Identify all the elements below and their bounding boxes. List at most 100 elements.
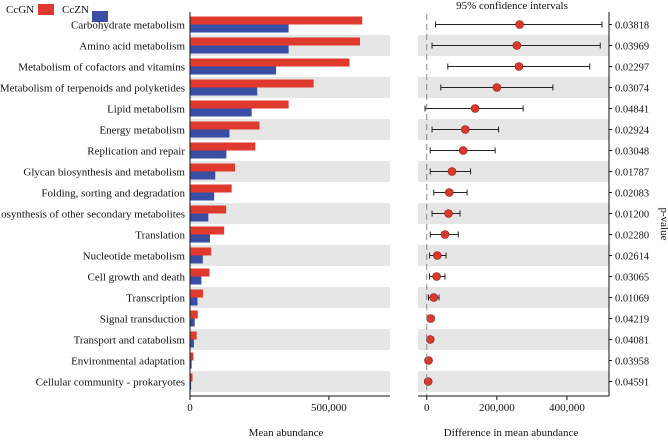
difference-point — [424, 356, 433, 365]
bar-ccgn — [190, 16, 363, 25]
bar-cczn — [190, 276, 202, 285]
ci-x-tick-label: 400,000 — [549, 402, 585, 414]
difference-point — [444, 188, 454, 197]
category-label: Environmental adaptation — [71, 356, 185, 368]
bars — [190, 16, 363, 390]
bar-cczn — [190, 234, 210, 243]
p-value-label: 0.03074 — [615, 84, 650, 95]
row-band-right — [418, 119, 609, 140]
category-label: Carbohydrate metabolism — [71, 20, 185, 32]
difference-point — [461, 125, 470, 134]
bar-panel-x-ticks: 0 500,000 — [187, 396, 347, 414]
bar-cczn — [190, 171, 216, 180]
bar-cczn — [190, 24, 289, 33]
bar-ccgn — [190, 247, 212, 256]
row-band-left — [190, 371, 390, 392]
p-value-label: 0.04081 — [615, 336, 649, 347]
bar-cczn — [190, 108, 252, 117]
p-value-label: 0.02083 — [615, 189, 649, 200]
category-label: Amino acid metabolism — [79, 41, 185, 53]
p-value-label: 0.03969 — [615, 42, 649, 53]
category-label: Nucleotide metabolism — [83, 251, 186, 263]
legend-swatch-ccgn — [38, 4, 54, 15]
difference-point — [470, 104, 480, 113]
category-label: Cellular community - prokaryotes — [36, 377, 185, 389]
difference-point — [432, 251, 442, 260]
row-band-right — [418, 161, 609, 182]
p-value-label: 0.02614 — [615, 252, 650, 263]
ci-panel-title: 95% confidence intervals — [456, 0, 568, 12]
difference-point — [514, 62, 524, 71]
bar-panel-x-label: Mean abundance — [249, 427, 324, 439]
difference-point — [512, 41, 522, 50]
p-value-label: 0.04591 — [615, 378, 649, 389]
bar-ccgn — [190, 79, 314, 88]
category-label: Glycan biosynthesis and metabolism — [23, 167, 185, 179]
category-label: Replication and repair — [87, 146, 185, 158]
legend: CcGN CcZN — [6, 4, 108, 22]
bar-ccgn — [190, 373, 193, 382]
category-label: Cell growth and death — [88, 272, 186, 284]
bar-ccgn — [190, 58, 350, 67]
bar-cczn — [190, 360, 192, 369]
category-label: Translation — [135, 230, 185, 242]
bar-cczn — [190, 45, 289, 54]
bar-cczn — [190, 213, 209, 222]
bar-ccgn — [190, 352, 194, 361]
p-value-label: 0.02924 — [615, 126, 650, 137]
category-label: Metabolism of terpenoids and polyketides — [0, 83, 185, 95]
ci-panel-x-ticks: 0 200,000 400,000 — [424, 396, 585, 414]
p-value-label: 0.03048 — [615, 147, 649, 158]
bar-ccgn — [190, 226, 225, 235]
bar-ccgn — [190, 205, 227, 214]
category-label: Energy metabolism — [99, 125, 185, 137]
difference-point — [458, 146, 468, 155]
p-value-label: 0.01069 — [615, 294, 649, 305]
row-band-right — [418, 329, 609, 350]
confidence-intervals — [423, 20, 603, 386]
difference-point — [429, 293, 439, 302]
category-label: Signal transduction — [100, 314, 186, 326]
p-value-labels: 0.03818 0.03969 0.02297 0.03074 0.04841 0.029… — [609, 21, 650, 389]
x-tick-label: 500,000 — [311, 402, 347, 414]
category-label: Biosynthesis of other secondary metaboli… — [0, 209, 185, 221]
bar-cczn — [190, 129, 230, 138]
row-band-right — [418, 245, 609, 266]
p-value-label: 0.02280 — [615, 231, 649, 242]
difference-point — [425, 335, 435, 344]
legend-label-cczn: CcZN — [62, 4, 89, 16]
row-band-left — [190, 329, 390, 350]
ci-panel-x-label: Difference in mean abundance — [444, 427, 579, 439]
difference-point — [426, 314, 435, 323]
p-value-label: 0.03065 — [615, 273, 649, 284]
row-band-right — [418, 287, 609, 308]
ci-x-tick-label: 0 — [424, 402, 430, 414]
p-value-label: 0.01200 — [615, 210, 649, 221]
bar-cczn — [190, 255, 203, 264]
p-value-label: 0.03818 — [615, 21, 649, 32]
row-band-right — [418, 203, 609, 224]
bar-cczn — [190, 318, 195, 327]
row-band-left — [190, 245, 390, 266]
bar-ccgn — [190, 268, 210, 277]
bar-ccgn — [190, 37, 360, 46]
category-label: Metabolism of cofactors and vitamins — [18, 62, 185, 74]
legend-label-ccgn: CcGN — [6, 4, 34, 16]
category-labels: Carbohydrate metabolism Amino acid metabo… — [0, 20, 185, 389]
p-value-label: 0.04219 — [615, 315, 649, 326]
bar-ccgn — [190, 310, 198, 319]
difference-point — [492, 83, 502, 92]
bar-ccgn — [190, 121, 260, 130]
p-value-label: 0.03958 — [615, 357, 649, 368]
row-band-left — [190, 203, 390, 224]
row-band-right — [418, 371, 609, 392]
category-label: Transcription — [126, 293, 185, 305]
bar-ccgn — [190, 289, 204, 298]
row-band-left — [190, 161, 390, 182]
ci-x-tick-label: 200,000 — [479, 402, 515, 414]
legend-swatch-cczn — [92, 11, 108, 22]
difference-point — [447, 167, 457, 176]
bar-cczn — [190, 66, 277, 75]
bar-cczn — [190, 192, 215, 201]
difference-point — [444, 209, 453, 218]
